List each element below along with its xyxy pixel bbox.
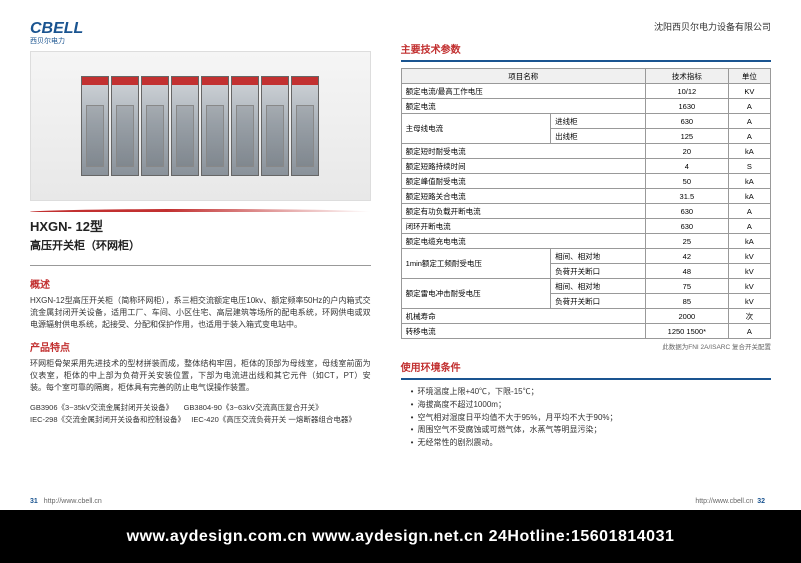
th-unit: 单位 [728, 69, 770, 84]
env-heading: 使用环境条件 [401, 359, 771, 374]
spec-row-unit: kA [728, 174, 770, 189]
divider [30, 265, 371, 266]
standard-1: GB3906《3~35kV交流金属封闭开关设备》 [30, 403, 173, 412]
spec-row-unit: kV [728, 279, 770, 294]
spec-row-sub: 相间、相对地 [551, 279, 646, 294]
spec-row-sub: 进线柜 [551, 114, 646, 129]
spec-row-val: 630 [645, 219, 728, 234]
spec-row-val: 25 [645, 234, 728, 249]
spec-row-unit: kA [728, 234, 770, 249]
spec-row-val: 50 [645, 174, 728, 189]
spec-heading: 主要技术参数 [401, 41, 771, 56]
spec-row-val: 48 [645, 264, 728, 279]
spec-row-val: 20 [645, 144, 728, 159]
spec-row-unit: A [728, 204, 770, 219]
env-item: 环境温度上限+40℃，下限-15℃； [411, 386, 771, 399]
env-list: 环境温度上限+40℃，下限-15℃；海拔高度不超过1000m；空气相对湿度日平均… [401, 386, 771, 450]
logo: CBELL 西贝尔电力 [30, 20, 371, 46]
spec-row-unit: A [728, 99, 770, 114]
spec-row-unit: kV [728, 264, 770, 279]
model-number: HXGN- 12型 [30, 216, 371, 235]
spec-row-name: 1min额定工频耐受电压 [401, 249, 550, 279]
footer-url-right: http://www.cbell.cn [695, 498, 753, 505]
env-item: 空气相对湿度日平均值不大于95%，月平均不大于90%； [411, 412, 771, 425]
table-note: 此数据为FNI 2A/ISARC 复合开关配置 [401, 341, 771, 351]
standard-4: IEC-420《高压交流负荷开关 一熔断器组合电器》 [191, 415, 356, 424]
spec-row-name: 额定峰值耐受电流 [401, 174, 645, 189]
spec-table: 项目名称 技术指标 单位 额定电流/最高工作电压10/12KV额定电流1630A… [401, 68, 771, 339]
spec-row-val: 630 [645, 204, 728, 219]
spec-row-val: 31.5 [645, 189, 728, 204]
spec-row-unit: KV [728, 84, 770, 99]
spec-row-name: 额定雷电冲击耐受电压 [401, 279, 550, 309]
overview-text: HXGN-12型高压开关柜（简称环网柜），系三相交流额定电压10kv、额定频率5… [30, 295, 371, 331]
env-item: 无经常性的剧烈震动。 [411, 437, 771, 450]
features-heading: 产品特点 [30, 339, 371, 354]
spec-row-val: 10/12 [645, 84, 728, 99]
spec-row-name: 额定电流 [401, 99, 645, 114]
spec-row-unit: kV [728, 249, 770, 264]
spec-row-sub: 出线柜 [551, 129, 646, 144]
footer-url-left: http://www.cbell.cn [44, 498, 102, 505]
spec-row-val: 85 [645, 294, 728, 309]
right-page: 沈阳西贝尔电力设备有限公司 主要技术参数 项目名称 技术指标 单位 额定电流/最… [386, 20, 771, 500]
spec-row-name: 闭环开断电流 [401, 219, 645, 234]
spec-row-unit: kV [728, 294, 770, 309]
features-text: 环网柜骨架采用先进技术的型材拼装而成，整体结构牢固，柜体的顶部为母线室，母线室前… [30, 358, 371, 394]
spec-row-unit: kA [728, 189, 770, 204]
standard-2: GB3804-90《3~63kV交流高压复合开关》 [184, 403, 323, 412]
spec-row-unit: kA [728, 144, 770, 159]
spec-row-name: 额定电流/最高工作电压 [401, 84, 645, 99]
company-name: 沈阳西贝尔电力设备有限公司 [401, 20, 771, 33]
spec-row-val: 1250 1500* [645, 324, 728, 339]
spec-row-unit: A [728, 114, 770, 129]
spec-row-name: 额定短路持续时间 [401, 159, 645, 174]
spec-row-val: 75 [645, 279, 728, 294]
page-number-right: 32 [757, 498, 765, 505]
blue-divider-2 [401, 378, 771, 380]
spec-row-val: 2000 [645, 309, 728, 324]
left-footer: 31 http://www.cbell.cn [30, 498, 102, 505]
spec-row-val: 630 [645, 114, 728, 129]
spec-row-val: 125 [645, 129, 728, 144]
spec-row-name: 额定短路关合电流 [401, 189, 645, 204]
watermark-bar: www.aydesign.com.cn www.aydesign.net.cn … [0, 510, 801, 563]
product-title: 高压开关柜（环网柜） [30, 237, 371, 253]
env-item: 周围空气不受腐蚀或可燃气体，水蒸气等明显污染； [411, 424, 771, 437]
spec-row-val: 4 [645, 159, 728, 174]
spec-row-sub: 负荷开关断口 [551, 264, 646, 279]
product-image [30, 51, 371, 201]
spec-row-val: 42 [645, 249, 728, 264]
standards-list: GB3906《3~35kV交流金属封闭开关设备》 GB3804-90《3~63k… [30, 402, 371, 426]
right-footer: http://www.cbell.cn 32 [695, 498, 771, 505]
spec-row-unit: S [728, 159, 770, 174]
spec-row-sub: 相间、相对地 [551, 249, 646, 264]
page-number-left: 31 [30, 498, 38, 505]
spec-row-unit: A [728, 219, 770, 234]
th-spec: 技术指标 [645, 69, 728, 84]
th-name: 项目名称 [401, 69, 645, 84]
spec-row-name: 额定短时耐受电流 [401, 144, 645, 159]
catalog-spread: CBELL 西贝尔电力 HXGN- 12型 高压开关柜（环网柜） 概述 HXGN… [0, 0, 801, 510]
blue-divider [401, 60, 771, 62]
decorative-curve [30, 209, 371, 212]
overview-heading: 概述 [30, 276, 371, 291]
spec-row-unit: 次 [728, 309, 770, 324]
spec-row-unit: A [728, 324, 770, 339]
spec-row-val: 1630 [645, 99, 728, 114]
left-page: CBELL 西贝尔电力 HXGN- 12型 高压开关柜（环网柜） 概述 HXGN… [30, 20, 386, 500]
env-item: 海拔高度不超过1000m； [411, 399, 771, 412]
spec-row-unit: A [728, 129, 770, 144]
spec-row-name: 主母线电流 [401, 114, 550, 144]
spec-row-name: 额定有功负载开断电流 [401, 204, 645, 219]
spec-row-name: 转移电流 [401, 324, 645, 339]
spec-row-name: 额定电缆充电电流 [401, 234, 645, 249]
spec-row-name: 机械寿命 [401, 309, 645, 324]
standard-3: IEC-298《交流金属封闭开关设备和控制设备》 [30, 415, 185, 424]
spec-row-sub: 负荷开关断口 [551, 294, 646, 309]
